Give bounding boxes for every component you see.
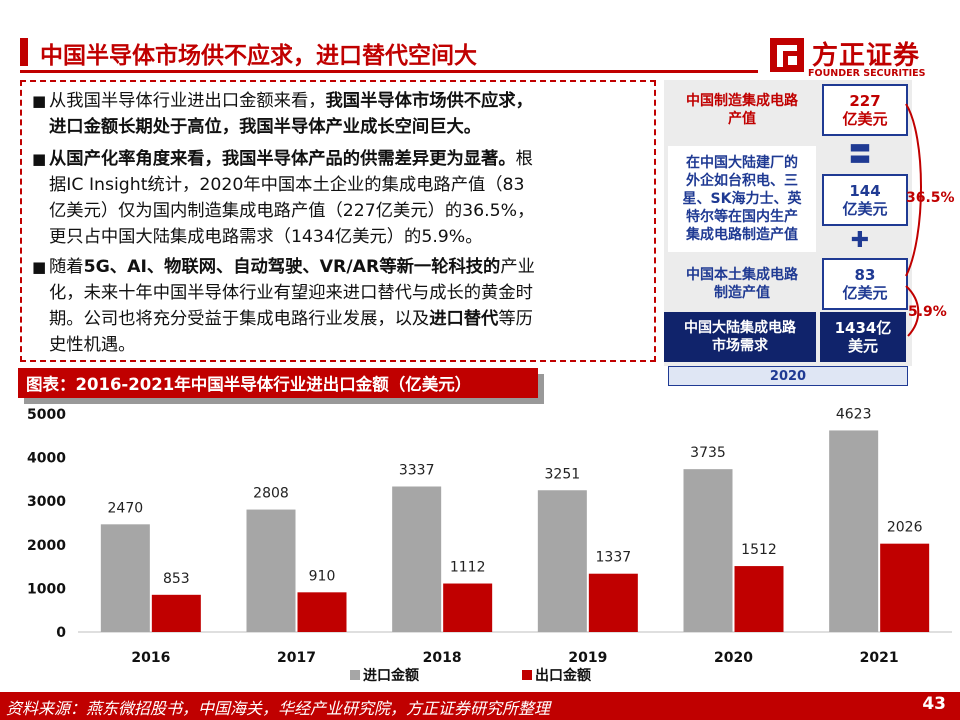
title-accent-bar — [20, 38, 28, 66]
bullet-3: ■ 随着5G、AI、物联网、自动驾驶、VR/AR等新一轮科技的产业 化，未来十年… — [32, 254, 652, 358]
legend-export-swatch — [522, 670, 532, 680]
legend-import-swatch — [350, 670, 360, 680]
bullet-1-emphasis-2: 进口金额长期处于高位，我国半导体产业成长空间巨大。 — [49, 117, 482, 137]
x-tick-label: 2020 — [714, 650, 753, 666]
bullet-square-icon: ■ — [32, 92, 47, 110]
import-bar — [246, 509, 296, 632]
bullet-3-text-2: 产业 — [500, 257, 535, 277]
import-bar — [100, 524, 150, 632]
bullet-square-icon: ■ — [32, 258, 47, 276]
bullet-2-line-4: 更只占中国大陆集成电路需求（1434亿美元）的5.9%。 — [49, 227, 483, 247]
plus-icon: ✚ — [850, 228, 870, 253]
pct-36-5: 36.5% — [906, 190, 955, 206]
logo-text-cn: 方正证券 — [812, 41, 921, 71]
year-label: 2020 — [668, 366, 908, 386]
y-tick-label: 2000 — [27, 538, 66, 554]
footer: 资料来源：燕东微招股书，中国海关，华经产业研究院，方正证券研究所整理 43 — [0, 692, 960, 720]
domestic-mfg-label: 中国制造集成电路 产值 — [686, 93, 798, 127]
bullet-3-line-3: 期。公司也将充分受益于集成电路行业发展，以及 — [49, 309, 430, 329]
pct-5-9: 5.9% — [908, 304, 947, 320]
logo-text-en: FOUNDER SECURITIES — [808, 68, 926, 79]
bullet-1-emphasis: 我国半导体市场供不应求， — [325, 91, 533, 111]
ratio-arcs — [905, 103, 922, 337]
import-data-label: 3251 — [545, 466, 581, 482]
y-tick-label: 0 — [56, 625, 66, 641]
legend-import-label: 进口金额 — [363, 667, 419, 684]
legend-export-label: 出口金额 — [535, 667, 591, 684]
chart-title: 图表：2016-2021年中国半导体行业进出口金额（亿美元） — [18, 368, 538, 398]
import-bar — [392, 486, 442, 632]
demand-label: 中国大陆集成电路 市场需求 — [664, 312, 816, 362]
arc-59 — [905, 285, 920, 337]
y-tick-label: 1000 — [27, 581, 66, 597]
export-data-label: 910 — [309, 568, 336, 584]
import-bar — [829, 430, 879, 632]
domestic-mfg-value: 227 亿美元 — [822, 84, 908, 136]
export-data-label: 2026 — [887, 520, 923, 536]
export-data-label: 1337 — [596, 550, 632, 566]
export-bar — [151, 594, 201, 632]
export-bar — [588, 573, 638, 632]
page-number: 43 — [922, 694, 946, 714]
page-title: 中国半导体市场供不应求，进口替代空间大 — [40, 43, 477, 69]
x-tick-label: 2016 — [131, 650, 170, 666]
x-tick-label: 2021 — [860, 650, 899, 666]
bullet-3-line-2: 化，未来十年中国半导体行业有望迎来进口替代与成长的黄金时 — [49, 283, 533, 303]
y-tick-label: 4000 — [27, 451, 66, 467]
key-points-box: ■ 从我国半导体行业进出口金额来看，我国半导体市场供不应求， 进口金额长期处于高… — [20, 80, 656, 362]
bullet-2-line-3: 亿美元）仅为国内制造集成电路产值（227亿美元）的36.5%， — [49, 201, 535, 221]
bullet-3-line-3-end: 等历 — [498, 309, 533, 329]
founder-logo-icon — [770, 38, 804, 72]
y-tick-label: 3000 — [27, 494, 66, 510]
ic-value-flow-diagram: 中国制造集成电路 产值 227 亿美元 〓 在中国大陆建厂的 外企如台积电、三 … — [664, 80, 914, 390]
local-mfg-value: 83 亿美元 — [822, 258, 908, 310]
bullet-3-line-4: 史性机遇。 — [49, 335, 136, 355]
y-tick-label: 5000 — [27, 407, 66, 423]
import-data-label: 2470 — [108, 500, 144, 516]
export-bar — [443, 583, 493, 632]
import-bar — [683, 469, 733, 632]
local-mfg-label: 中国本土集成电路 制造产值 — [686, 267, 798, 301]
demand-value: 1434亿 美元 — [820, 312, 906, 362]
bullet-2-emphasis: 从国产化率角度来看，我国半导体产品的供需差异更为显著。 — [49, 149, 516, 169]
bullet-2: ■ 从国产化率角度来看，我国半导体产品的供需差异更为显著。根 据IC Insig… — [32, 146, 652, 250]
source-note: 资料来源：燕东微招股书，中国海关，华经产业研究院，方正证券研究所整理 — [6, 699, 551, 718]
export-data-label: 1112 — [450, 560, 486, 576]
import-data-label: 2808 — [253, 486, 289, 502]
arc-365 — [905, 103, 922, 277]
bullet-1-text: 从我国半导体行业进出口金额来看， — [49, 91, 326, 111]
x-tick-label: 2018 — [423, 650, 462, 666]
import-bar — [537, 490, 587, 632]
import-data-label: 4623 — [836, 406, 872, 422]
bullet-3-text: 随着 — [49, 257, 84, 277]
export-bar — [297, 592, 347, 632]
founder-logo: 方正证券 FOUNDER SECURITIES — [768, 36, 948, 82]
export-bar — [734, 566, 784, 632]
equals-icon: 〓 — [848, 143, 871, 168]
x-tick-label: 2017 — [277, 650, 316, 666]
import-export-bar-chart: 0 1000 2000 3000 4000 5000 2470 853 2016 2808 910 2… — [27, 406, 952, 684]
export-bar — [880, 543, 930, 632]
bullet-3-emphasis-2: 进口替代 — [429, 309, 499, 329]
x-tick-label: 2019 — [568, 650, 607, 666]
title-underline — [20, 70, 758, 73]
import-data-label: 3337 — [399, 463, 435, 479]
bullet-square-icon: ■ — [32, 150, 47, 168]
bullet-1: ■ 从我国半导体行业进出口金额来看，我国半导体市场供不应求， 进口金额长期处于高… — [32, 88, 652, 140]
foreign-fab-label: 在中国大陆建厂的 外企如台积电、三 星、SK海力士、英 特尔等在国内生产 集成电… — [668, 146, 816, 252]
export-data-label: 853 — [163, 571, 190, 587]
foreign-fab-value: 144 亿美元 — [822, 174, 908, 226]
import-data-label: 3735 — [690, 445, 726, 461]
bullet-2-text: 根 — [515, 149, 533, 169]
bullet-3-emphasis: 5G、AI、物联网、自动驾驶、VR/AR等新一轮科技的 — [83, 257, 501, 277]
export-data-label: 1512 — [741, 542, 777, 558]
bullet-2-line-2: 据IC Insight统计，2020年中国本土企业的集成电路产值（83 — [49, 175, 525, 195]
